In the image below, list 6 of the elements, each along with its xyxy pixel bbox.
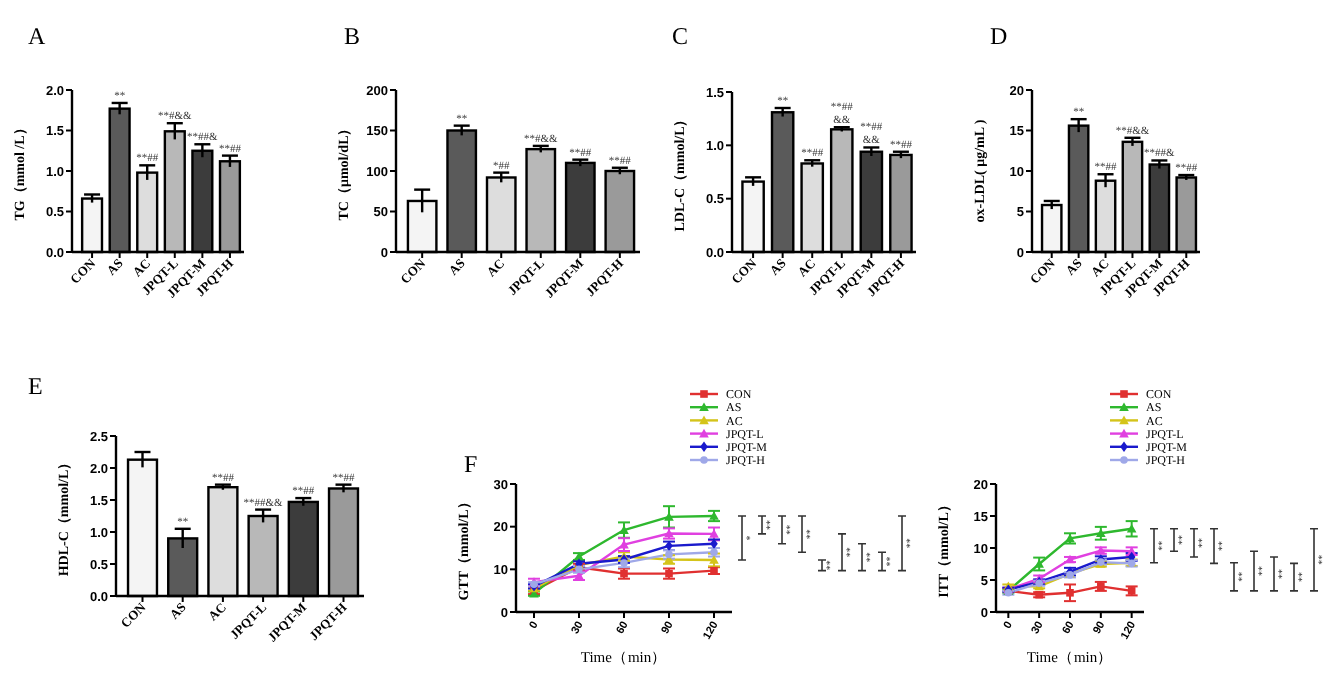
chart-title: A	[28, 22, 46, 50]
chart-title: D	[990, 22, 1008, 50]
chart-title: B	[344, 22, 361, 50]
chart-title: E	[28, 372, 43, 400]
chart-title: C	[672, 22, 689, 50]
chart-title: F	[464, 450, 478, 478]
